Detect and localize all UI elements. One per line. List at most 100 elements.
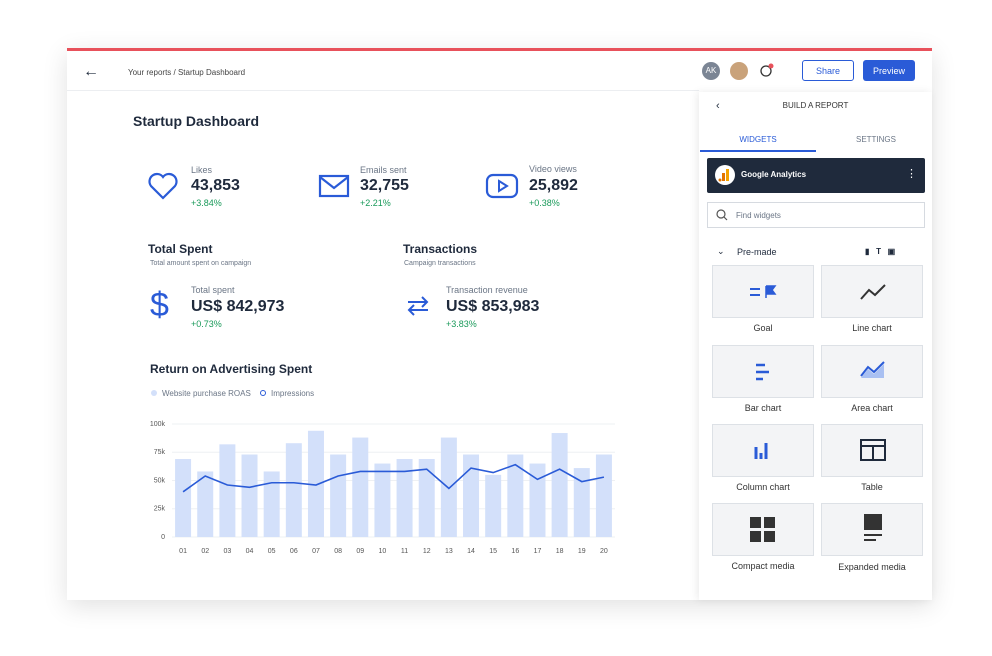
x-tick-label: 18	[556, 548, 564, 555]
section-subtitle: Campaign transactions	[404, 260, 476, 267]
preview-button[interactable]: Preview	[863, 60, 915, 81]
kpi-value: 25,892	[529, 177, 578, 194]
legend-swatch	[151, 390, 157, 396]
filter-icons[interactable]: ▮ T ▣	[865, 247, 896, 256]
section-change: +0.73%	[191, 319, 222, 329]
section-subtitle: Total amount spent on campaign	[150, 260, 252, 267]
x-tick-label: 10	[379, 548, 387, 555]
bar	[485, 474, 502, 537]
avatar-photo[interactable]	[730, 62, 748, 80]
bar	[529, 463, 546, 537]
share-button[interactable]: Share	[802, 60, 854, 81]
widget-tile[interactable]	[821, 345, 923, 398]
y-tick-label: 50k	[154, 477, 166, 484]
bar	[551, 433, 568, 537]
email-icon	[318, 174, 350, 198]
widget-label: Goal	[753, 323, 773, 333]
legend-swatch	[260, 390, 266, 396]
x-tick-label: 16	[511, 548, 519, 555]
x-tick-label: 05	[268, 548, 276, 555]
kpi-label: Emails sent	[360, 165, 407, 175]
kpi-label: Video views	[529, 164, 577, 174]
bar	[330, 454, 347, 537]
section-label: Total spent	[191, 285, 235, 295]
widget-tile[interactable]	[712, 345, 814, 398]
search-placeholder: Find widgets	[736, 211, 781, 220]
breadcrumb: Your reports / Startup Dashboard	[128, 68, 246, 77]
widget-label: Compact media	[731, 561, 795, 571]
widget-tile[interactable]	[712, 424, 814, 477]
x-tick-label: 02	[201, 548, 209, 555]
avatar[interactable]: AK	[702, 62, 720, 80]
x-tick-label: 17	[534, 548, 542, 555]
kpi-change: +0.38%	[529, 198, 560, 208]
x-tick-label: 19	[578, 548, 586, 555]
x-tick-label: 20	[600, 548, 608, 555]
source-bar[interactable]	[707, 158, 925, 193]
bar	[440, 437, 457, 537]
bar	[396, 459, 413, 537]
collapse-icon[interactable]: ⌄	[717, 246, 725, 256]
line	[182, 463, 605, 493]
section-change: +3.83%	[446, 319, 477, 329]
widget-tile[interactable]	[712, 503, 814, 556]
y-tick-label: 100k	[150, 421, 166, 428]
bar	[285, 443, 302, 537]
x-tick-label: 01	[179, 548, 187, 555]
chart: 0 25k 50k 75k 100k 01 02 03 04 05 06 07 08 09 10 11 12 13…	[150, 421, 615, 555]
more-menu[interactable]: ⋮	[906, 168, 917, 180]
x-tick-label: 09	[356, 548, 364, 555]
x-tick-label: 13	[445, 548, 453, 555]
search-box[interactable]	[707, 202, 925, 228]
group-label: Pre-made	[737, 247, 777, 257]
x-tick-label: 07	[312, 548, 320, 555]
divider	[67, 90, 699, 91]
section-title: Transactions	[403, 242, 478, 256]
kpi-change: +3.84%	[191, 198, 222, 208]
bar	[263, 471, 280, 537]
section-value: US$ 853,983	[446, 298, 540, 315]
widget-label: Area chart	[851, 403, 893, 413]
bar	[307, 430, 324, 537]
widget-label: Line chart	[852, 323, 892, 333]
tab-active[interactable]: WIDGETS	[700, 135, 816, 152]
x-tick-label: 08	[334, 548, 342, 555]
widget-label: Column chart	[736, 482, 790, 492]
kpi-value: 43,853	[191, 177, 240, 194]
bar	[175, 459, 192, 537]
panel-title: BUILD A REPORT	[782, 101, 849, 110]
source-name: Google Analytics	[741, 170, 807, 179]
widget-label: Bar chart	[744, 403, 782, 413]
comments-icon[interactable]	[759, 63, 775, 79]
transfer-icon	[407, 296, 429, 316]
search-icon	[716, 209, 728, 221]
bar	[374, 463, 391, 537]
dollar-icon: $	[150, 286, 169, 324]
likes-icon	[148, 172, 178, 200]
bar	[197, 471, 214, 537]
x-tick-label: 04	[246, 548, 254, 555]
video-icon	[485, 173, 519, 199]
bar	[219, 444, 236, 537]
tab[interactable]: SETTINGS	[855, 135, 896, 144]
bar	[418, 459, 435, 537]
widget-label: Table	[861, 482, 883, 492]
bar	[463, 454, 480, 537]
widget-tile[interactable]	[821, 265, 923, 318]
back-arrow[interactable]: ←	[83, 63, 99, 80]
bar	[507, 454, 524, 537]
y-tick-label: 25k	[154, 506, 166, 513]
x-tick-label: 15	[489, 548, 497, 555]
widget-tile[interactable]	[821, 424, 923, 477]
y-tick-label: 75k	[154, 449, 166, 456]
y-tick-label: 0	[161, 534, 165, 541]
bar	[573, 468, 590, 537]
legend-label: Website purchase ROAS	[162, 389, 251, 398]
kpi-label: Likes	[191, 165, 213, 175]
widget-tile[interactable]	[821, 503, 923, 556]
panel-back[interactable]: ‹	[716, 100, 720, 112]
section-value: US$ 842,973	[191, 298, 285, 315]
widget-tile[interactable]	[712, 265, 814, 318]
kpi-change: +2.21%	[360, 198, 391, 208]
